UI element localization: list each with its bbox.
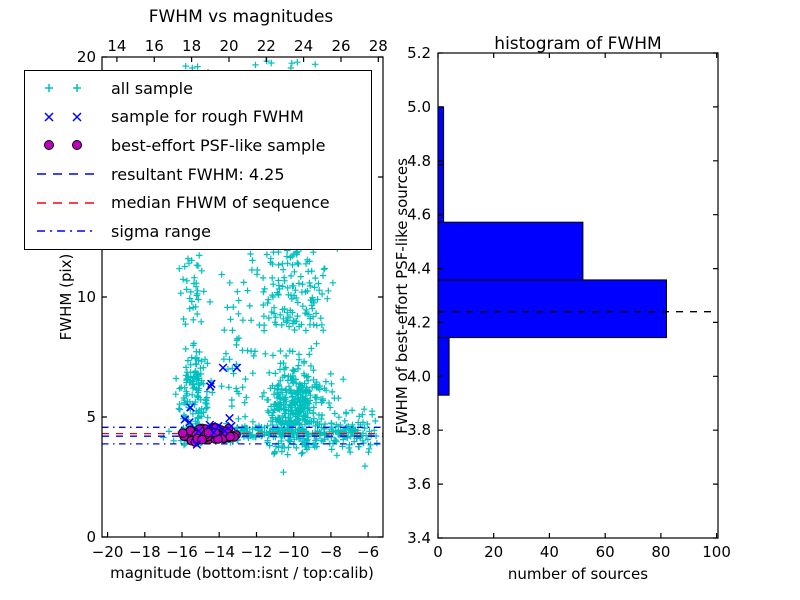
tick-label: 28 <box>369 37 388 55</box>
histogram-bar <box>437 164 445 223</box>
right-plot-ticks <box>437 52 718 539</box>
tick-label: 24 <box>294 37 313 55</box>
tick-label: −18 <box>129 543 161 561</box>
dashed-marker-icon <box>37 173 97 175</box>
tick-label: 10 <box>77 288 96 306</box>
tick-label: 0 <box>433 543 443 561</box>
tick-label: 100 <box>702 543 731 561</box>
right-plot-ylabel: FWHM of best-effort PSF-like sources <box>393 158 411 434</box>
tick-label: 22 <box>257 37 276 55</box>
tick-label: 5.2 <box>407 44 431 62</box>
legend-item: median FHWM of sequence <box>33 188 371 217</box>
tick-label: −16 <box>166 543 198 561</box>
legend-item: sigma range <box>33 217 371 246</box>
left-plot-xlabel: magnitude (bottom:isnt / top:calib) <box>110 564 374 582</box>
histogram-bars <box>437 106 667 396</box>
tick-label: 40 <box>540 543 559 561</box>
tick-label: −12 <box>241 543 273 561</box>
legend-item: sample for rough FWHM <box>33 103 371 132</box>
tick-label: 20 <box>77 48 96 66</box>
tick-label: −14 <box>203 543 235 561</box>
left-plot-ticks <box>102 56 383 538</box>
tick-label: 18 <box>182 37 201 55</box>
tick-label: 60 <box>596 543 615 561</box>
legend-item-label: resultant FWHM: 4.25 <box>111 164 285 184</box>
tick-label: 20 <box>219 37 238 55</box>
tick-label: −6 <box>357 543 379 561</box>
right-plot-xlabel: number of sources <box>507 565 649 583</box>
tick-label: 14 <box>107 37 126 55</box>
tick-label: 4.6 <box>407 206 431 224</box>
left-plot-ylabel: FWHM (pix) <box>57 253 75 341</box>
tick-label: 4.2 <box>407 313 431 331</box>
tick-label: 3.8 <box>407 421 431 439</box>
legend-item-label: best-effort PSF-like sample <box>111 135 326 155</box>
legend-item: best-effort PSF-like sample <box>33 131 371 160</box>
histogram-bar <box>437 106 445 166</box>
legend-item-label: sigma range <box>111 221 211 241</box>
all-sample-points <box>160 57 381 476</box>
dashed-marker-icon <box>37 201 97 204</box>
x-marker-icon <box>44 112 82 122</box>
legend-item-label: all sample <box>111 78 193 98</box>
dashdot-marker-icon <box>37 230 97 233</box>
tick-label: 4.8 <box>407 152 431 170</box>
tick-label: −8 <box>320 543 342 561</box>
tick-label: 3.4 <box>407 529 431 547</box>
circle-marker-icon <box>44 140 82 151</box>
tick-label: −20 <box>92 543 124 561</box>
reference-lines <box>102 426 383 445</box>
tick-label: 16 <box>145 37 164 55</box>
rough-fwhm-points <box>180 363 242 449</box>
legend-item-label: median FHWM of sequence <box>111 193 330 213</box>
legend-item: all sample <box>33 74 371 103</box>
tick-label: 5.0 <box>407 98 431 116</box>
tick-label: 3.6 <box>407 475 431 493</box>
tick-label: 0 <box>86 528 96 546</box>
tick-label: −10 <box>278 543 310 561</box>
tick-label: 4.4 <box>407 260 431 278</box>
legend-item-label: sample for rough FWHM <box>111 107 304 127</box>
legend: all sample sample for rough FWHM best-effo… <box>24 70 372 250</box>
histogram-bar <box>437 337 450 396</box>
plus-marker-icon <box>45 84 81 93</box>
legend-item: resultant FWHM: 4.25 <box>33 160 371 189</box>
histogram-bar <box>437 279 667 339</box>
tick-label: 20 <box>484 543 503 561</box>
left-plot-title: FWHM vs magnitudes <box>148 7 334 27</box>
right-plot-title: histogram of FWHM <box>494 34 662 54</box>
tick-label: 26 <box>331 37 350 55</box>
right-plot-frame <box>437 52 719 539</box>
histogram-bar <box>437 221 584 281</box>
tick-label: 80 <box>651 543 670 561</box>
tick-label: 5 <box>86 408 96 426</box>
tick-label: 4.0 <box>407 367 431 385</box>
